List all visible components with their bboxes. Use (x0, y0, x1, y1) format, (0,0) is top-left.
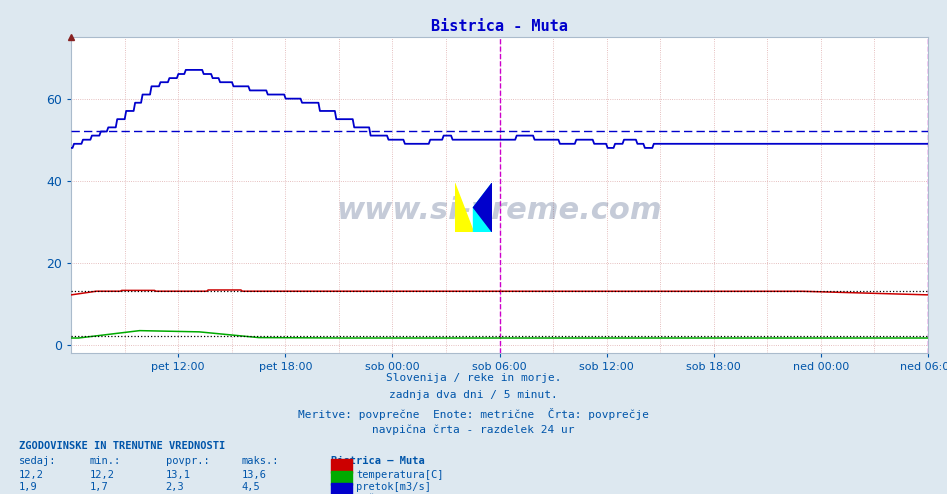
Text: 12,2: 12,2 (19, 470, 44, 480)
Text: 13,1: 13,1 (166, 470, 190, 480)
Polygon shape (474, 183, 492, 232)
Text: min.:: min.: (90, 456, 121, 466)
Text: povpr.:: povpr.: (166, 456, 209, 466)
Title: Bistrica - Muta: Bistrica - Muta (431, 19, 568, 35)
Text: Slovenija / reke in morje.: Slovenija / reke in morje. (385, 373, 562, 383)
Text: sedaj:: sedaj: (19, 456, 57, 466)
Text: Meritve: povprečne  Enote: metrične  Črta: povprečje: Meritve: povprečne Enote: metrične Črta:… (298, 408, 649, 419)
Text: 12,2: 12,2 (90, 470, 115, 480)
Text: navpična črta - razdelek 24 ur: navpična črta - razdelek 24 ur (372, 425, 575, 435)
Text: 4,5: 4,5 (241, 482, 260, 492)
Text: ZGODOVINSKE IN TRENUTNE VREDNOSTI: ZGODOVINSKE IN TRENUTNE VREDNOSTI (19, 441, 225, 451)
Text: zadnja dva dni / 5 minut.: zadnja dva dni / 5 minut. (389, 390, 558, 400)
Text: 1,9: 1,9 (19, 482, 38, 492)
Polygon shape (455, 183, 474, 232)
Text: Bistrica – Muta: Bistrica – Muta (331, 456, 425, 466)
Text: 2,3: 2,3 (166, 482, 185, 492)
Text: pretok[m3/s]: pretok[m3/s] (356, 482, 431, 492)
Text: 13,6: 13,6 (241, 470, 266, 480)
Text: maks.:: maks.: (241, 456, 279, 466)
Text: www.si-vreme.com: www.si-vreme.com (337, 197, 662, 225)
Polygon shape (474, 183, 492, 232)
Text: temperatura[C]: temperatura[C] (356, 470, 443, 480)
Text: 1,7: 1,7 (90, 482, 109, 492)
